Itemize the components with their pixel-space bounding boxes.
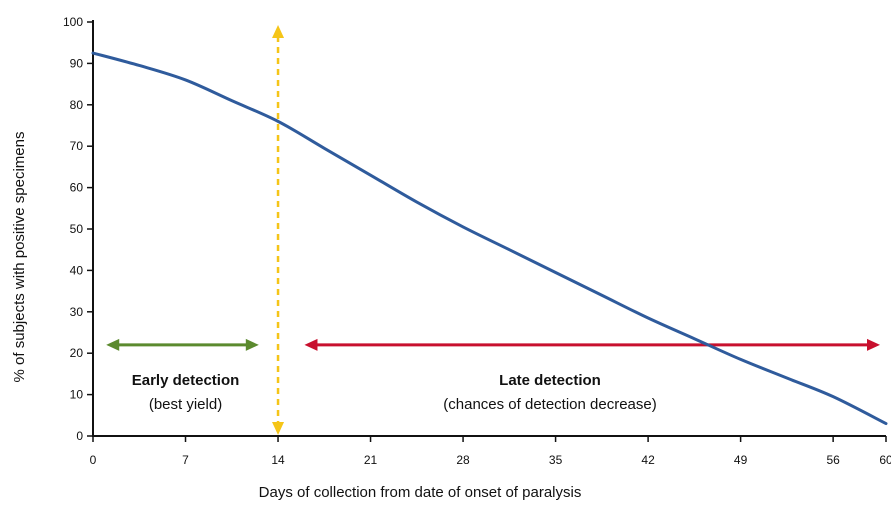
y-tick-label: 10 <box>70 388 84 402</box>
x-tick-label: 56 <box>826 453 840 467</box>
early-detection-arrow <box>106 338 259 351</box>
divider-arrow <box>272 25 285 435</box>
early-detection-sublabel: (best yield) <box>149 396 222 413</box>
x-tick-label: 42 <box>641 453 655 467</box>
y-tick-label: 40 <box>70 263 84 277</box>
x-axis-title: Days of collection from date of onset of… <box>259 484 582 501</box>
y-axis-title: % of subjects with positive specimens <box>11 132 28 383</box>
x-tick-label: 7 <box>182 453 189 467</box>
y-tick-label: 60 <box>70 181 84 195</box>
x-tick-label: 0 <box>90 453 97 467</box>
y-tick-label: 90 <box>70 56 84 70</box>
late-detection-label: Late detection <box>499 372 601 389</box>
annotations: Early detection (best yield) Late detect… <box>106 25 880 435</box>
series-line-0 <box>91 51 888 426</box>
axes: 0 7 14 21 28 35 42 49 56 60 0 10 20 30 40 50 60 70 80 90 10… <box>63 15 891 467</box>
early-detection-label: Early detection <box>132 372 240 389</box>
series-group <box>91 51 888 426</box>
early-arrow-arrowhead-left <box>106 338 120 351</box>
y-ticks: 0 10 20 30 40 50 60 70 80 90 100 <box>63 15 93 443</box>
y-tick-label: 100 <box>63 15 83 29</box>
divider-arrowhead-bottom <box>272 422 285 435</box>
x-tick-label: 14 <box>271 453 285 467</box>
x-tick-label: 35 <box>549 453 563 467</box>
late-detection-sublabel: (chances of detection decrease) <box>443 396 656 413</box>
y-tick-label: 50 <box>70 222 84 236</box>
late-detection-arrow <box>304 338 880 351</box>
x-tick-label: 60 <box>879 453 891 467</box>
x-tick-label: 28 <box>456 453 470 467</box>
y-tick-label: 20 <box>70 346 84 360</box>
x-tick-label: 21 <box>364 453 378 467</box>
divider-arrowhead-top <box>272 25 285 38</box>
x-tick-label: 49 <box>734 453 748 467</box>
y-tick-label: 30 <box>70 305 84 319</box>
late-arrow-arrowhead-left <box>304 338 318 351</box>
x-ticks: 0 7 14 21 28 35 42 49 56 60 <box>90 436 891 467</box>
y-tick-label: 70 <box>70 139 84 153</box>
early-arrow-arrowhead-right <box>245 338 259 351</box>
late-arrow-arrowhead-right <box>867 338 880 351</box>
y-tick-label: 0 <box>76 429 83 443</box>
y-tick-label: 80 <box>70 98 84 112</box>
